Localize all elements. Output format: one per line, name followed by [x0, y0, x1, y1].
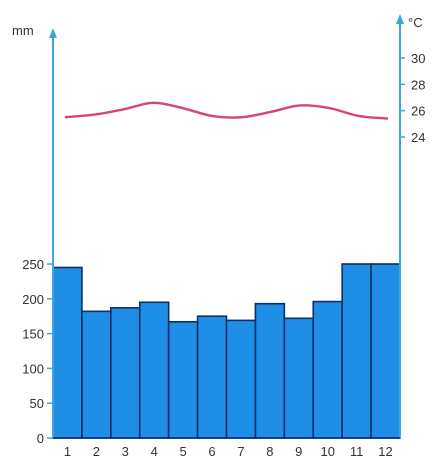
left-tick-label: 100 — [22, 361, 44, 376]
right-tick-label: 24 — [411, 130, 425, 145]
left-tick-label: 200 — [22, 292, 44, 307]
bar-month-3 — [110, 307, 141, 439]
temperature-series — [64, 101, 389, 120]
bar-month-4 — [138, 301, 170, 439]
x-tick-label: 5 — [180, 444, 187, 459]
bar-month-12 — [370, 263, 401, 439]
bar-month-1 — [52, 266, 83, 439]
bar-month-10 — [312, 300, 343, 439]
x-tick-label: 6 — [208, 444, 215, 459]
left-tick-label: 150 — [22, 327, 44, 342]
bar-month-5 — [167, 320, 199, 439]
bar-month-9 — [283, 317, 315, 439]
right-axis-arrow — [396, 14, 404, 24]
x-tick-label: 4 — [151, 444, 158, 459]
right-axis-unit: °C — [408, 15, 423, 30]
right-tick-label: 30 — [411, 51, 425, 66]
axes — [49, 14, 404, 439]
x-tick-label: 2 — [93, 444, 100, 459]
bar-month-6 — [196, 315, 228, 439]
precipitation-bars — [52, 263, 401, 439]
bar-month-8 — [254, 302, 286, 439]
left-tick-label: 0 — [37, 431, 44, 446]
x-tick-label: 7 — [237, 444, 244, 459]
left-axis-unit: mm — [12, 23, 34, 38]
bar-month-11 — [341, 263, 372, 439]
x-tick-label: 12 — [378, 444, 392, 459]
x-tick-label: 3 — [122, 444, 129, 459]
temperature-line — [64, 101, 389, 120]
right-tick-label: 26 — [411, 104, 425, 119]
bar-month-7 — [225, 319, 257, 439]
x-tick-label: 10 — [320, 444, 334, 459]
x-tick-label: 1 — [64, 444, 71, 459]
x-tick-label: 9 — [295, 444, 302, 459]
left-tick-label: 50 — [30, 396, 44, 411]
x-tick-label: 11 — [350, 444, 364, 459]
x-tick-label: 8 — [266, 444, 273, 459]
right-tick-label: 28 — [411, 77, 425, 92]
left-axis-arrow — [49, 28, 57, 38]
left-tick-label: 250 — [22, 257, 44, 272]
bar-month-2 — [81, 310, 112, 439]
